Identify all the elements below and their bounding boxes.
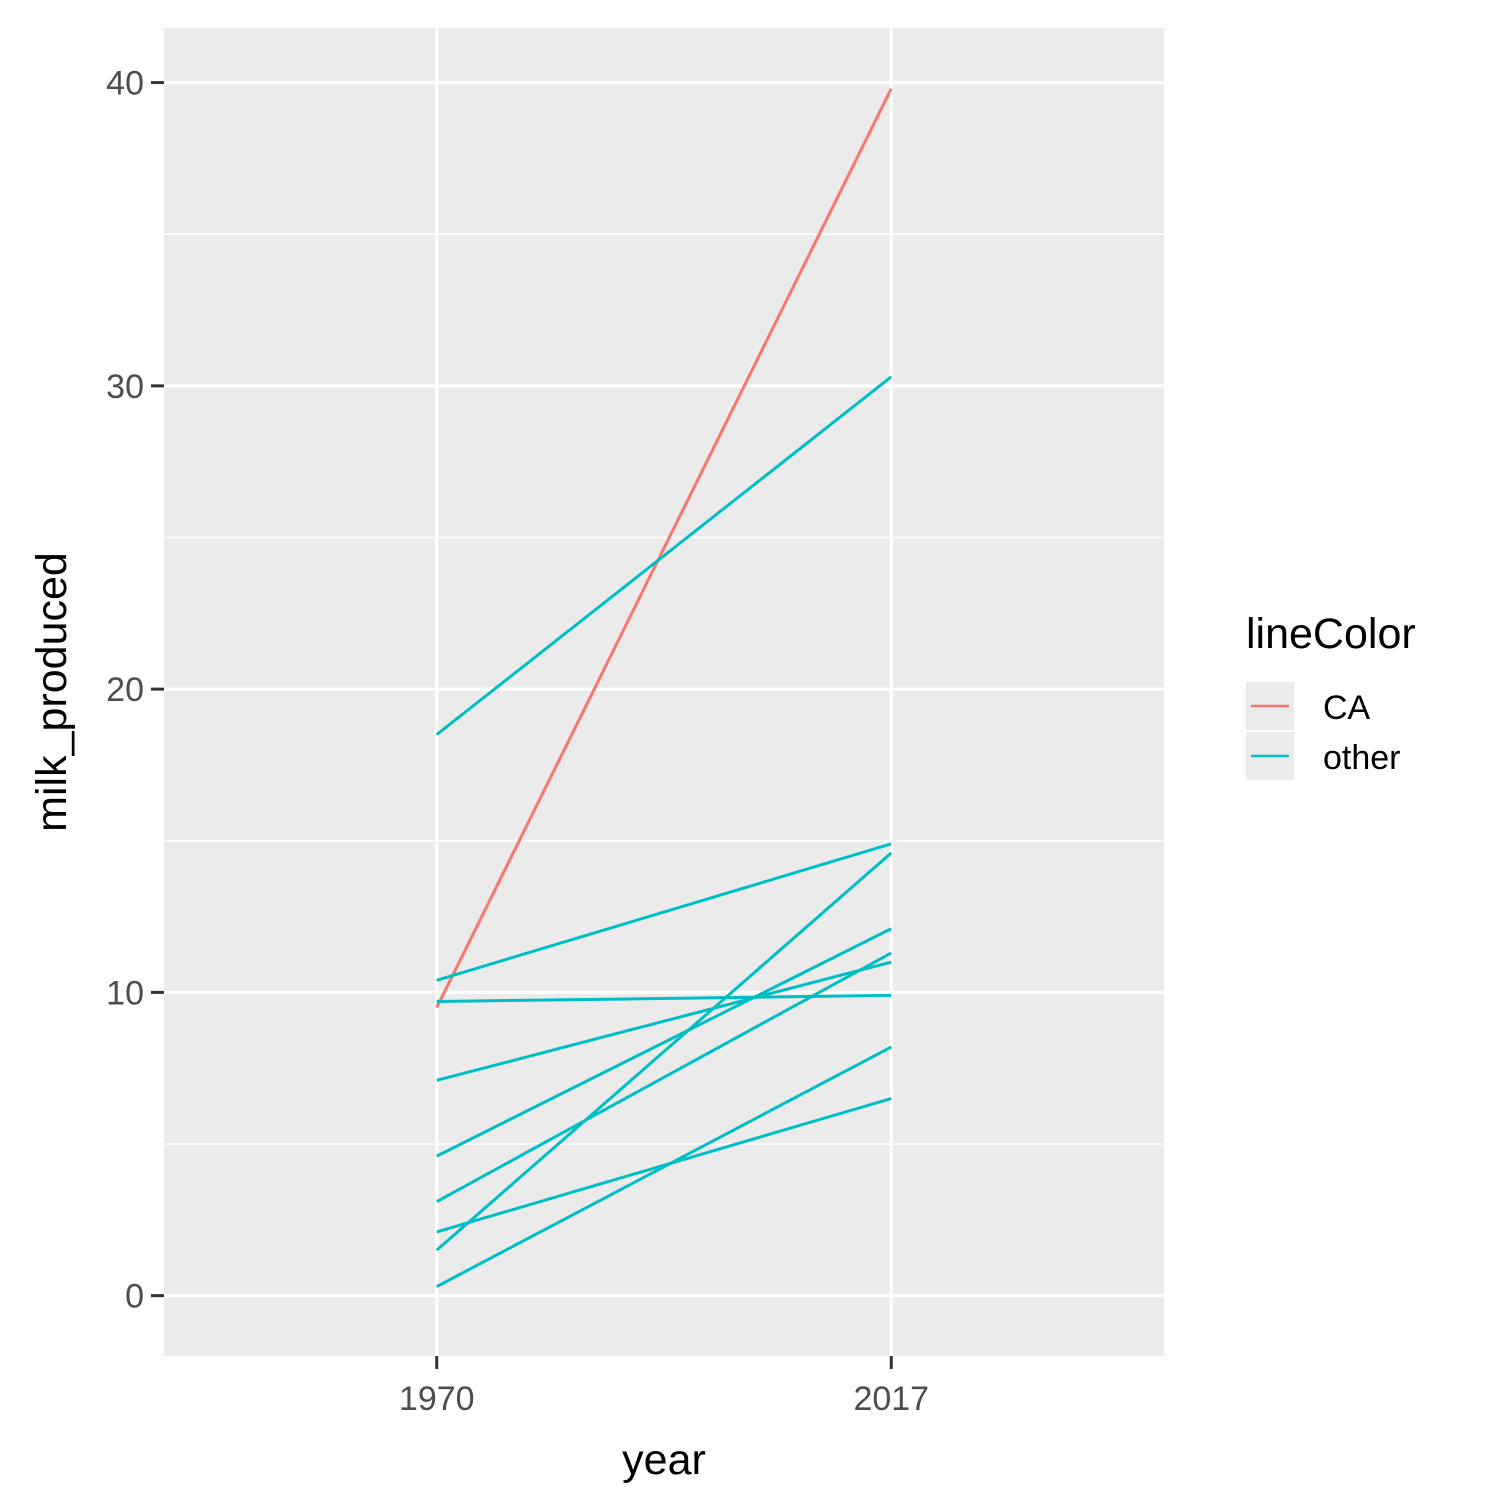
series-line-other-2 xyxy=(436,842,892,982)
axis-ticks: 0 10 20 30 40 1970 2017 xyxy=(106,65,929,1418)
series-line-ca-0 xyxy=(435,87,893,1009)
series-line-other-1 xyxy=(435,375,893,736)
y-tick-label: 30 xyxy=(106,368,144,406)
y-tick-label: 40 xyxy=(106,65,144,103)
minor-gridlines xyxy=(164,233,1164,1145)
series-lines xyxy=(435,87,893,1288)
series-line-other-6 xyxy=(436,951,892,1203)
major-gridlines xyxy=(164,28,1164,1356)
legend: lineColor CA other xyxy=(1246,610,1416,780)
legend-label-other: other xyxy=(1323,739,1401,777)
y-tick-label: 10 xyxy=(106,974,144,1012)
y-axis-title: milk_produced xyxy=(28,552,76,832)
series-line-other-7 xyxy=(435,851,893,1252)
plot-panel xyxy=(164,28,1164,1356)
legend-title: lineColor xyxy=(1246,610,1416,658)
x-axis-title: year xyxy=(622,1436,706,1484)
legend-label-ca: CA xyxy=(1323,689,1371,727)
x-tick-label: 1970 xyxy=(399,1380,475,1418)
series-line-other-4 xyxy=(436,960,892,1082)
x-tick-label: 2017 xyxy=(853,1380,929,1418)
series-line-other-3 xyxy=(436,993,892,1003)
series-line-other-9 xyxy=(436,1045,892,1288)
y-tick-label: 0 xyxy=(125,1278,144,1316)
series-line-other-5 xyxy=(436,927,892,1158)
y-tick-label: 20 xyxy=(106,671,144,709)
